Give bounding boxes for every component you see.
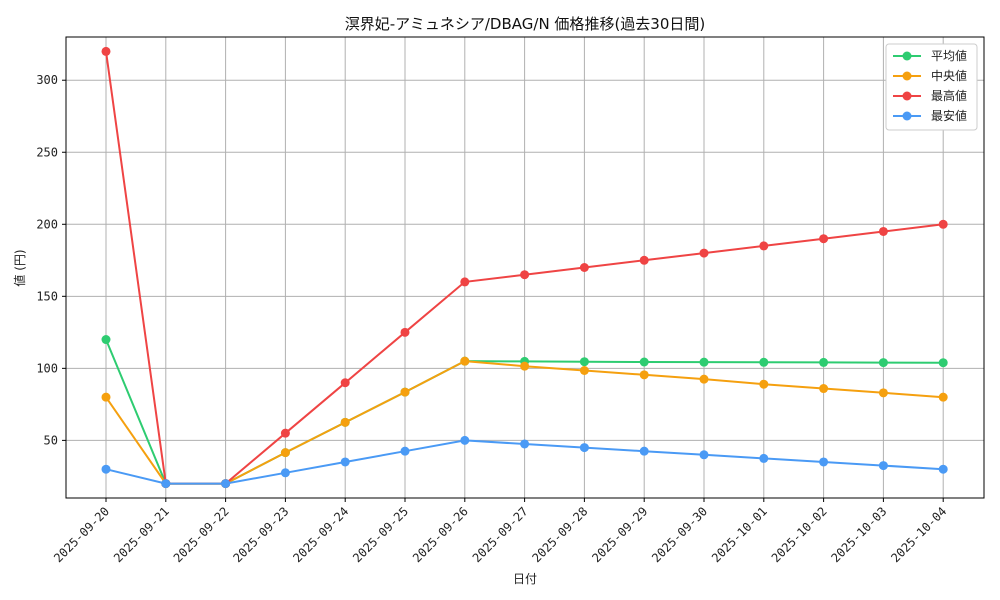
series-3 [101, 435, 948, 489]
data-point [520, 361, 530, 371]
legend-label: 中央値 [931, 68, 967, 83]
y-tick-label: 200 [36, 217, 58, 231]
y-tick-label: 100 [36, 361, 58, 375]
data-point [639, 370, 649, 380]
data-point [759, 357, 769, 367]
grid-lines [66, 37, 984, 498]
legend-marker [902, 111, 912, 121]
legend-marker [902, 91, 912, 101]
data-point [460, 435, 470, 445]
data-point [101, 464, 111, 474]
data-point [520, 270, 530, 280]
data-point [579, 366, 589, 376]
legend-label: 最高値 [931, 88, 967, 103]
data-point [878, 388, 888, 398]
legend-label: 平均値 [931, 48, 967, 63]
data-point [699, 374, 709, 384]
series-group [101, 46, 948, 489]
data-point [819, 234, 829, 244]
x-axis-label: 日付 [513, 572, 537, 586]
data-point [221, 479, 231, 489]
data-point [460, 277, 470, 287]
data-point [878, 226, 888, 236]
data-point [161, 479, 171, 489]
data-point [938, 358, 948, 368]
y-axis-label: 値 (円) [12, 249, 27, 286]
data-point [639, 255, 649, 265]
data-point [280, 468, 290, 478]
data-point [340, 378, 350, 388]
data-point [759, 241, 769, 251]
data-point [101, 46, 111, 56]
data-point [819, 384, 829, 394]
data-point [938, 219, 948, 229]
data-point [759, 453, 769, 463]
data-point [400, 446, 410, 456]
legend-box [885, 43, 978, 131]
data-point [699, 357, 709, 367]
y-tick-label: 250 [36, 145, 58, 159]
data-point [639, 446, 649, 456]
data-point [280, 448, 290, 458]
legend-marker [902, 51, 912, 61]
series-1 [101, 356, 948, 489]
data-point [460, 356, 470, 366]
data-point [340, 417, 350, 427]
data-point [579, 443, 589, 453]
legend-marker [902, 71, 912, 81]
data-point [340, 457, 350, 467]
y-tick-label: 300 [36, 73, 58, 87]
data-point [819, 357, 829, 367]
data-point [938, 464, 948, 474]
data-point [878, 358, 888, 368]
data-point [759, 379, 769, 389]
data-point [101, 335, 111, 345]
legend-label: 最安値 [931, 108, 967, 123]
data-point [101, 392, 111, 402]
y-tick-label: 150 [36, 289, 58, 303]
chart-title: 溟界妃-アミュネシア/DBAG/N 価格推移(過去30日間) [345, 15, 705, 33]
y-tick-label: 50 [44, 433, 58, 447]
data-point [699, 248, 709, 258]
data-point [819, 457, 829, 467]
series-2 [101, 46, 948, 489]
data-point [280, 428, 290, 438]
data-point [520, 439, 530, 449]
y-axis: 50 100 150 200 250 300 [36, 73, 66, 447]
data-point [400, 387, 410, 397]
data-point [878, 461, 888, 471]
data-point [579, 357, 589, 367]
data-point [938, 392, 948, 402]
data-point [639, 357, 649, 367]
data-point [579, 263, 589, 272]
data-point [699, 450, 709, 460]
data-point [400, 327, 410, 337]
